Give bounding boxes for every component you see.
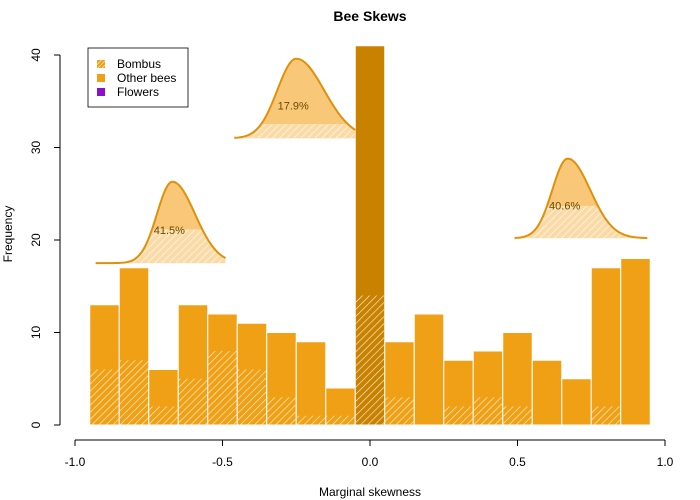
legend-swatch-bombus — [97, 60, 105, 68]
bar-bombus-3 — [178, 378, 208, 425]
legend-label-bombus: Bombus — [117, 57, 161, 71]
inset-percent-label-0: 41.5% — [154, 225, 185, 237]
chart-title: Bee Skews — [333, 8, 406, 24]
x-tick-label-1: -0.5 — [212, 455, 233, 469]
legend: Bombus Other bees Flowers — [87, 47, 189, 108]
y-tick-label-4: 40 — [29, 48, 43, 62]
bar-bombus-4 — [208, 351, 237, 425]
bar-bombus-7 — [296, 415, 326, 425]
y-tick-label-3: 30 — [29, 141, 43, 155]
y-tick-label-1: 10 — [29, 326, 43, 340]
inset-curve-0: 41.5% — [95, 180, 226, 265]
y-axis-label: Frequency — [1, 206, 15, 263]
bar-bombus-2 — [149, 406, 178, 425]
inset-curve-2: 40.6% — [514, 157, 648, 239]
inset-curve-1: 17.9% — [234, 57, 356, 139]
bar-bombus-0 — [90, 369, 119, 425]
bar-total-7 — [295, 341, 327, 426]
bar-total-18 — [620, 258, 651, 426]
bar-bombus-14 — [503, 406, 532, 425]
bar-bombus-17 — [591, 406, 621, 425]
inset-area-1 — [234, 58, 356, 139]
legend-swatch-other-bees — [97, 74, 105, 82]
bar-bombus-12 — [444, 406, 473, 425]
bar-bombus-13 — [473, 397, 503, 425]
bar-bombus-8 — [326, 415, 355, 425]
bar-total-15 — [531, 359, 563, 426]
bar-bombus-9 — [355, 295, 385, 425]
y-tick-label-2: 20 — [29, 233, 43, 247]
inset-hatch-2 — [514, 205, 648, 239]
x-tick-label-2: 0.0 — [362, 455, 379, 469]
bar-bombus-6 — [267, 397, 296, 425]
bar-total-16 — [561, 378, 592, 426]
x-tick-label-4: 1.0 — [657, 455, 674, 469]
bar-total-17 — [590, 267, 622, 426]
x-tick-label-3: 0.5 — [509, 455, 526, 469]
inset-percent-label-2: 40.6% — [549, 201, 580, 213]
axes: -1.0 -0.5 0.0 0.5 1.0 0 10 20 30 40 — [29, 48, 674, 469]
histogram-bars — [89, 45, 651, 426]
bar-bombus-5 — [237, 369, 267, 425]
bar-total-11 — [413, 313, 445, 426]
legend-label-other-bees: Other bees — [117, 71, 176, 85]
inset-line-0 — [95, 180, 226, 265]
y-tick-label-0: 0 — [29, 421, 43, 428]
inset-hatch-1 — [234, 124, 356, 139]
inset-percent-label-1: 17.9% — [278, 101, 309, 113]
inset-line-2 — [514, 157, 648, 239]
bar-bombus-1 — [119, 360, 149, 425]
inset-line-1 — [234, 57, 356, 139]
legend-swatch-flowers — [97, 88, 105, 96]
x-tick-label-0: -1.0 — [65, 455, 86, 469]
x-axis-label: Marginal skewness — [319, 485, 421, 499]
bar-bombus-10 — [385, 397, 414, 425]
legend-label-flowers: Flowers — [117, 85, 159, 99]
